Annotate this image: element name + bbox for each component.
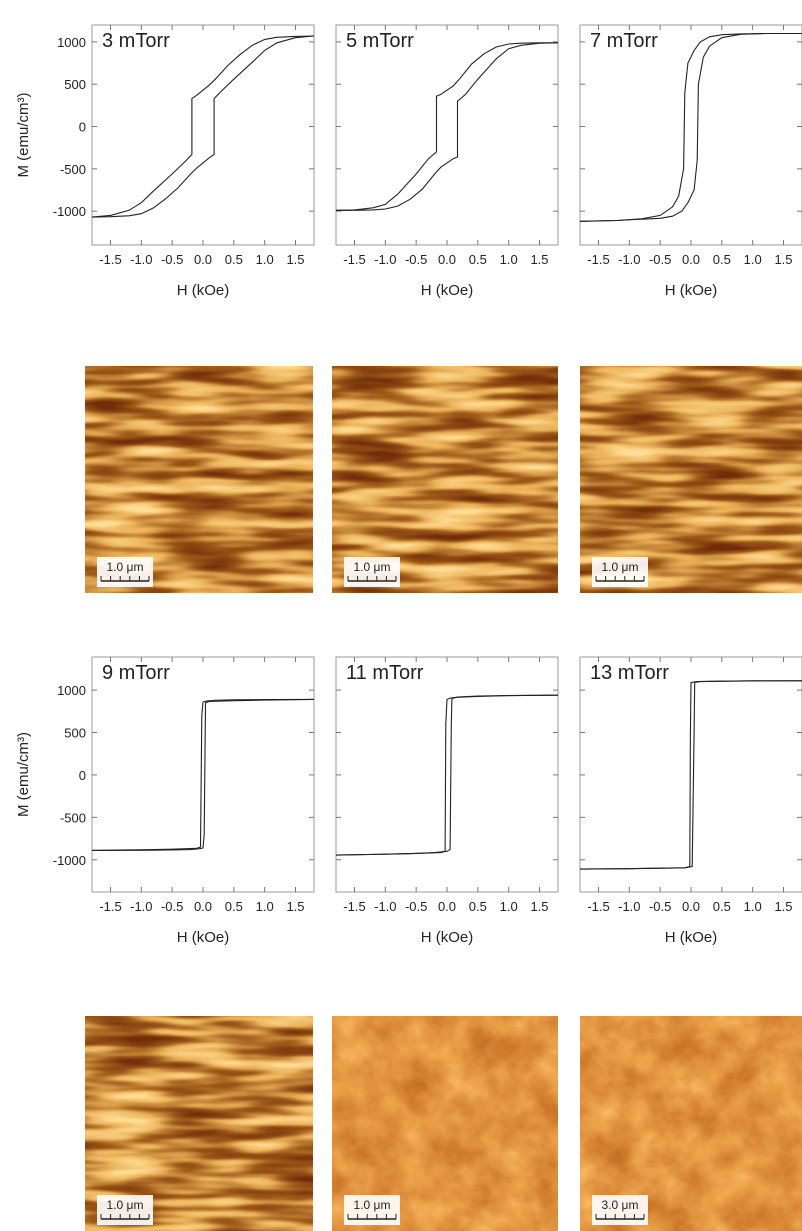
loop-branch (335, 42, 558, 211)
scale-bar-box (344, 1195, 400, 1225)
y-tick-label: -1000 (53, 204, 86, 219)
x-tick-label: 1.0 (256, 899, 274, 914)
chart-title: 3 mTorr (102, 30, 170, 52)
x-tick-label: -0.5 (405, 899, 427, 914)
y-axis-label: M (emu/cm³) (15, 93, 32, 178)
scale-bar-label: 1.0 μm (602, 560, 639, 574)
scale-bar-label: 1.0 μm (354, 560, 391, 574)
x-tick-label: 0.0 (194, 252, 212, 267)
scale-bar-label: 3.0 μm (602, 1198, 639, 1212)
x-tick-label: -1.0 (374, 252, 396, 267)
x-tick-label: 1.0 (744, 252, 762, 267)
loop-branch (579, 32, 802, 222)
x-tick-label: -0.5 (649, 899, 671, 914)
micrograph (85, 366, 313, 593)
scale-bar-box (592, 1195, 648, 1225)
y-tick-label: 0 (79, 120, 86, 135)
x-tick-label: 0.5 (469, 252, 487, 267)
plot-frame (335, 656, 559, 893)
x-tick-label: -1.0 (374, 899, 396, 914)
scale-bar-label: 1.0 μm (354, 1198, 391, 1212)
loop-branch (91, 698, 315, 851)
x-tick-label: 0.5 (225, 252, 243, 267)
scale-bar-box (97, 557, 153, 587)
y-tick-label: -500 (60, 810, 86, 825)
x-tick-label: 1.0 (256, 252, 274, 267)
scale-bar-box (344, 557, 400, 587)
plot-frame (91, 656, 315, 893)
x-tick-label: -1.0 (130, 252, 152, 267)
loop-branch (579, 680, 802, 870)
x-tick-label: -0.5 (405, 252, 427, 267)
y-tick-label: 1000 (57, 683, 86, 698)
loop-branch (579, 32, 802, 222)
chart-title: 7 mTorr (590, 30, 658, 52)
x-tick-label: -1.5 (587, 252, 609, 267)
plot-frame (91, 24, 315, 246)
x-tick-label: 1.5 (530, 899, 548, 914)
x-tick-label: -0.5 (161, 899, 183, 914)
x-tick-label: 1.5 (774, 899, 792, 914)
x-tick-label: 0.0 (438, 252, 456, 267)
scale-bar-box (97, 1195, 153, 1225)
x-tick-label: -1.5 (99, 252, 121, 267)
y-tick-label: 500 (64, 77, 86, 92)
x-tick-label: 1.0 (500, 252, 518, 267)
x-tick-label: 1.5 (286, 252, 304, 267)
x-tick-label: 1.5 (530, 252, 548, 267)
x-tick-label: 1.0 (500, 899, 518, 914)
chart-title: 13 mTorr (590, 662, 669, 684)
x-tick-label: -1.0 (130, 899, 152, 914)
x-axis-label: H (kOe) (421, 929, 474, 946)
y-tick-label: 0 (79, 768, 86, 783)
y-tick-label: 1000 (57, 35, 86, 50)
x-tick-label: 0.0 (438, 899, 456, 914)
x-tick-label: 0.0 (682, 252, 700, 267)
micrograph (332, 366, 558, 593)
x-tick-label: -1.0 (618, 252, 640, 267)
chart-title: 9 mTorr (102, 662, 170, 684)
x-tick-label: 0.5 (225, 899, 243, 914)
x-tick-label: -1.5 (587, 899, 609, 914)
x-axis-label: H (kOe) (665, 282, 718, 299)
y-axis-label: M (emu/cm³) (15, 732, 32, 817)
x-tick-label: 0.5 (713, 899, 731, 914)
x-tick-label: -1.5 (99, 899, 121, 914)
loop-branch (91, 35, 315, 218)
x-tick-label: 0.5 (469, 899, 487, 914)
y-tick-label: 500 (64, 726, 86, 741)
x-axis-label: H (kOe) (665, 929, 718, 946)
loop-branch (335, 694, 559, 856)
plot-frame (335, 24, 559, 246)
x-tick-label: 1.5 (774, 252, 792, 267)
loop-branch (336, 42, 559, 211)
x-tick-label: -1.5 (343, 899, 365, 914)
loop-branch (579, 680, 802, 870)
x-tick-label: 0.0 (194, 899, 212, 914)
x-tick-label: 1.5 (286, 899, 304, 914)
scale-bar-label: 1.0 μm (107, 560, 144, 574)
x-axis-label: H (kOe) (177, 929, 230, 946)
loop-branch (91, 698, 315, 851)
y-tick-label: -500 (60, 162, 86, 177)
micrograph (580, 366, 802, 593)
x-tick-label: -0.5 (649, 252, 671, 267)
x-tick-label: -1.0 (618, 899, 640, 914)
scale-bar-label: 1.0 μm (107, 1198, 144, 1212)
x-tick-label: -0.5 (161, 252, 183, 267)
y-tick-label: -1000 (53, 853, 86, 868)
chart-title: 5 mTorr (346, 30, 414, 52)
scale-bar-box (592, 557, 648, 587)
x-axis-label: H (kOe) (177, 282, 230, 299)
x-tick-label: -1.5 (343, 252, 365, 267)
x-tick-label: 0.0 (682, 899, 700, 914)
loop-branch (91, 35, 315, 218)
x-tick-label: 0.5 (713, 252, 731, 267)
x-axis-label: H (kOe) (421, 282, 474, 299)
chart-title: 11 mTorr (346, 662, 424, 684)
x-tick-label: 1.0 (744, 899, 762, 914)
loop-branch (335, 694, 559, 856)
